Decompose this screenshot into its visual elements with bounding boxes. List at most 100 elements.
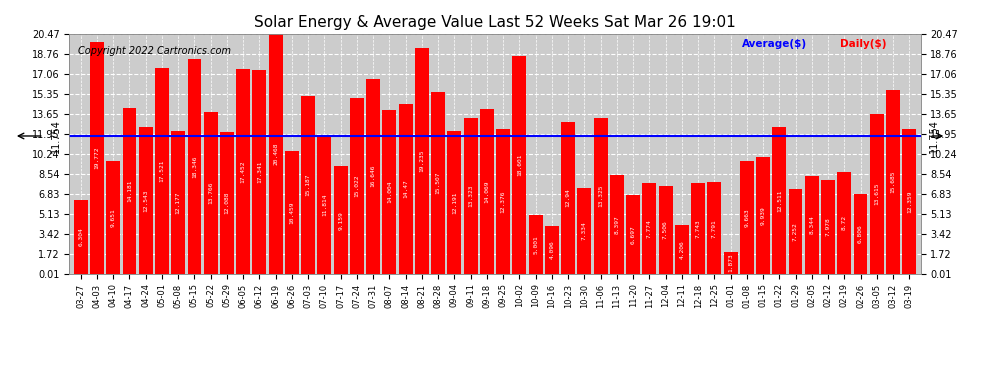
Bar [643, 183, 656, 274]
Bar [708, 183, 722, 274]
Text: 4.206: 4.206 [679, 240, 684, 259]
Text: 8.72: 8.72 [842, 215, 846, 230]
Text: 7.743: 7.743 [696, 219, 701, 238]
Text: 12.543: 12.543 [144, 189, 148, 211]
Bar [334, 166, 347, 274]
Bar [447, 131, 461, 274]
Text: 13.323: 13.323 [468, 184, 473, 207]
Text: 17.452: 17.452 [241, 160, 246, 183]
Bar [204, 112, 218, 274]
Text: 14.069: 14.069 [484, 180, 489, 203]
Text: 14.181: 14.181 [127, 180, 132, 202]
Bar [496, 129, 510, 274]
Text: 11.754: 11.754 [50, 119, 60, 153]
Bar [658, 186, 672, 274]
Text: 15.685: 15.685 [891, 171, 896, 193]
Bar [853, 194, 867, 274]
Text: 5.001: 5.001 [534, 235, 539, 254]
Bar [171, 131, 185, 274]
Text: 7.334: 7.334 [582, 222, 587, 240]
Bar [903, 129, 916, 274]
Text: 20.468: 20.468 [273, 142, 278, 165]
Bar [561, 122, 575, 274]
Bar [285, 151, 299, 274]
Bar [155, 68, 169, 274]
Bar [691, 183, 705, 274]
Bar [90, 42, 104, 274]
Bar [789, 189, 803, 274]
Text: 9.159: 9.159 [339, 211, 344, 230]
Bar [415, 48, 429, 274]
Text: 9.651: 9.651 [111, 208, 116, 226]
Text: 8.397: 8.397 [615, 215, 620, 234]
Text: 13.615: 13.615 [874, 183, 879, 205]
Bar [577, 188, 591, 274]
Bar [870, 114, 884, 274]
Text: Average($): Average($) [742, 39, 807, 48]
Bar [366, 79, 380, 274]
Title: Solar Energy & Average Value Last 52 Weeks Sat Mar 26 19:01: Solar Energy & Average Value Last 52 Wee… [254, 15, 736, 30]
Text: 12.94: 12.94 [565, 189, 570, 207]
Text: 13.325: 13.325 [598, 184, 603, 207]
Text: 12.177: 12.177 [175, 191, 180, 214]
Text: 14.004: 14.004 [387, 180, 392, 203]
Text: 15.022: 15.022 [354, 174, 359, 197]
Text: 13.766: 13.766 [208, 182, 213, 204]
Bar [463, 118, 477, 274]
Text: 17.521: 17.521 [159, 160, 164, 182]
Bar [480, 109, 494, 274]
Bar [318, 135, 332, 274]
Bar [187, 58, 201, 274]
Text: 12.359: 12.359 [907, 190, 912, 213]
Text: 15.507: 15.507 [436, 172, 441, 194]
Bar [399, 104, 413, 274]
Text: 10.459: 10.459 [289, 201, 294, 224]
Text: 7.774: 7.774 [646, 219, 651, 238]
Bar [432, 92, 446, 274]
Bar [756, 157, 770, 274]
Bar [529, 215, 543, 274]
Text: 6.697: 6.697 [631, 225, 636, 244]
Text: 12.376: 12.376 [501, 190, 506, 213]
Bar [838, 172, 851, 274]
Text: 16.646: 16.646 [370, 165, 375, 188]
Text: 11.814: 11.814 [322, 194, 327, 216]
Bar [123, 108, 137, 274]
Text: 14.47: 14.47 [403, 180, 408, 198]
Bar [74, 200, 87, 274]
Text: 12.088: 12.088 [225, 192, 230, 214]
Text: 7.978: 7.978 [826, 218, 831, 237]
Bar [594, 117, 608, 274]
Text: 7.506: 7.506 [663, 220, 668, 239]
Text: 18.346: 18.346 [192, 155, 197, 177]
Bar [886, 90, 900, 274]
Text: 11.754: 11.754 [930, 119, 940, 153]
Bar [139, 127, 152, 274]
Text: 15.187: 15.187 [306, 174, 311, 196]
Bar [301, 96, 315, 274]
Bar [724, 252, 738, 274]
Text: 4.096: 4.096 [549, 240, 554, 259]
Text: Copyright 2022 Cartronics.com: Copyright 2022 Cartronics.com [78, 46, 231, 56]
Text: 8.344: 8.344 [810, 216, 815, 234]
Text: 1.873: 1.873 [728, 254, 734, 272]
Bar [237, 69, 250, 274]
Text: 9.939: 9.939 [760, 206, 765, 225]
Bar [740, 160, 753, 274]
Bar [805, 176, 819, 274]
Bar [220, 132, 234, 274]
Bar [268, 34, 282, 274]
Text: 12.191: 12.191 [451, 191, 456, 214]
Text: 17.341: 17.341 [256, 161, 262, 183]
Text: 6.806: 6.806 [858, 225, 863, 243]
Bar [627, 195, 640, 274]
Text: 19.235: 19.235 [420, 150, 425, 172]
Bar [610, 176, 624, 274]
Bar [772, 127, 786, 274]
Bar [544, 226, 558, 274]
Bar [513, 56, 527, 274]
Bar [106, 160, 120, 274]
Text: Daily($): Daily($) [840, 39, 886, 48]
Bar [675, 225, 689, 274]
Text: 12.511: 12.511 [777, 189, 782, 212]
